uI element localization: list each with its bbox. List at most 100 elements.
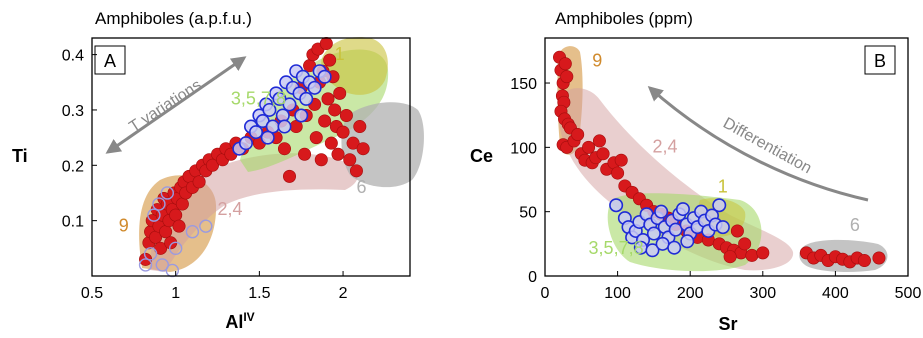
data-point-red [745, 248, 759, 262]
panel-a-letter: A [104, 51, 116, 71]
panel-b: Amphiboles (ppm) 9 2,4 1 3,5,7,8 6 Different… [470, 9, 921, 334]
data-point-blue [654, 204, 669, 219]
data-point-red [723, 250, 737, 264]
group-label: 6 [356, 177, 366, 197]
data-point-red [560, 70, 574, 84]
data-point-lavender [185, 225, 200, 239]
data-point-red [614, 153, 628, 167]
data-point-blue [299, 91, 314, 106]
panel-a-title: Amphiboles (a.p.f.u.) [95, 9, 252, 28]
data-point-red [857, 254, 871, 268]
data-point-red [172, 219, 186, 233]
group-label: 1 [335, 44, 345, 64]
panel-b-x-tick-label: 100 [604, 285, 631, 302]
data-point-red [206, 158, 220, 172]
data-point-blue [712, 198, 727, 213]
panel-a-x-tick-label: 0.5 [81, 285, 103, 302]
t-variations-label: T variations [126, 77, 204, 136]
data-point-blue [282, 97, 297, 112]
group-label: 9 [592, 50, 602, 70]
differentiation-arrow [647, 86, 869, 202]
data-point-blue [262, 102, 277, 117]
data-point-red [318, 114, 332, 128]
data-point-red [154, 241, 168, 255]
data-point-red [321, 92, 335, 106]
panel-b-frame [544, 37, 909, 277]
group-label: 2,4 [652, 136, 677, 156]
data-point-red [319, 37, 333, 51]
data-point-blue [675, 202, 690, 217]
panel-b-y-tick-label: 100 [510, 140, 537, 157]
panel-b-axes: 0 100 200 300 400 500 0 50 100 150 [510, 76, 921, 302]
data-point-red [336, 125, 350, 139]
data-point-red [192, 175, 206, 189]
data-point-lavender [155, 258, 169, 272]
panel-a-x-tick-label: 1 [171, 285, 180, 302]
panel-a-x-axis-label: AlIV [225, 310, 254, 332]
group-label: 6 [850, 215, 860, 235]
data-point-red [558, 57, 572, 71]
data-point-lavender [199, 219, 213, 233]
panel-b-group-labels: 9 2,4 1 3,5,7,8 6 [589, 50, 860, 258]
group-label: 3,5,7,8 [589, 238, 644, 258]
panel-b-x-tick-label: 0 [541, 285, 550, 302]
data-point-blue [655, 236, 670, 251]
panel-b-letter: B [874, 51, 886, 71]
panel-b-data-points [553, 50, 886, 269]
group-label: 3,5,7,8 [231, 88, 286, 108]
data-point-red [738, 237, 752, 251]
panel-a-y-tick-label: 0.2 [62, 158, 84, 175]
panel-a-letter-box [94, 45, 126, 75]
data-point-blue [646, 226, 661, 241]
data-point-red [277, 142, 291, 156]
data-point-lavender [147, 208, 161, 222]
data-point-red [159, 225, 173, 239]
data-point-lavender [143, 247, 158, 261]
group-label: 9 [119, 216, 129, 236]
data-point-red [343, 153, 357, 167]
panel-b-y-tick-label: 0 [528, 269, 537, 286]
data-point-blue [609, 198, 624, 213]
panel-a-y-tick-label: 0.4 [62, 48, 84, 65]
data-point-red [298, 147, 312, 161]
data-point-lavender [138, 258, 153, 272]
data-point-red [324, 136, 338, 150]
data-point-lavender [168, 241, 183, 256]
panel-a-axes: 0.5 1 1.5 2 0.1 0.2 0.3 0.4 [62, 48, 348, 302]
data-point-red [872, 251, 886, 265]
data-point-red [571, 127, 585, 141]
data-point-blue [317, 69, 332, 84]
panel-a-x-tick-label: 1.5 [248, 285, 270, 302]
panel-b-x-tick-label: 300 [749, 285, 776, 302]
data-point-blue [249, 125, 264, 140]
panel-b-x-tick-label: 400 [822, 285, 849, 302]
data-point-blue [260, 130, 275, 145]
data-point-blue [667, 240, 682, 255]
panel-b-letter-box [864, 45, 896, 75]
data-point-blue [277, 119, 292, 134]
data-point-blue [715, 220, 730, 235]
panel-a-frame [91, 37, 411, 277]
data-point-red [353, 120, 367, 134]
data-point-blue [238, 136, 253, 151]
data-point-red [596, 147, 610, 161]
panel-b-x-tick-label: 200 [677, 285, 704, 302]
panel-b-y-tick-label: 50 [519, 205, 537, 222]
group-label: 1 [718, 176, 728, 196]
data-point-red [756, 246, 770, 260]
panel-a-group-regions [139, 37, 424, 272]
data-point-lavender [152, 197, 166, 211]
data-point-red [730, 224, 744, 238]
panel-b-y-tick-label: 150 [510, 76, 537, 93]
data-point-red [323, 53, 337, 67]
data-point-red [331, 147, 345, 161]
data-point-red [309, 131, 323, 145]
data-point-red [582, 140, 596, 154]
panel-b-y-axis-label: Ce [470, 146, 493, 166]
data-point-red [328, 103, 342, 117]
data-point-red [333, 86, 347, 100]
data-point-red [592, 134, 606, 148]
data-point-red [314, 153, 328, 167]
differentiation-label: Differentiation [720, 115, 814, 178]
panel-a-y-axis-label: Ti [12, 146, 28, 166]
